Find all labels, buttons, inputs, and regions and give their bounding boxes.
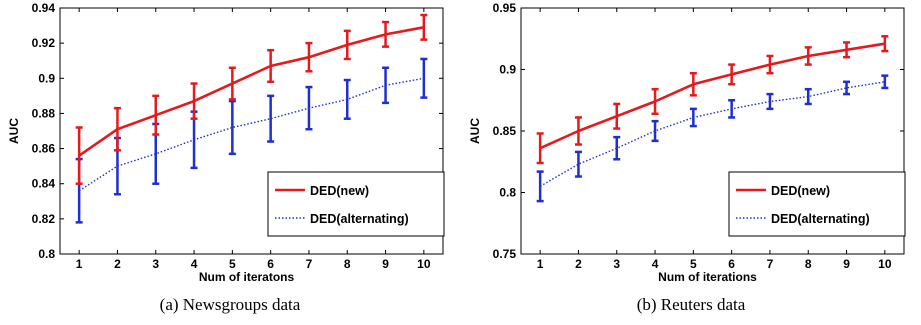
- y-tick-label: 0.75: [493, 247, 517, 261]
- legend-label: DED(alternating): [771, 212, 870, 226]
- x-tick-label: 8: [344, 257, 351, 271]
- x-tick-label: 3: [152, 257, 159, 271]
- x-tick-label: 7: [767, 257, 774, 271]
- y-tick-label: 0.85: [493, 124, 517, 138]
- x-tick-label: 1: [537, 257, 544, 271]
- y-tick-label: 0.95: [493, 1, 517, 15]
- x-tick-label: 4: [191, 257, 198, 271]
- x-tick-label: 6: [267, 257, 274, 271]
- series-line-alternating: [539, 81, 885, 187]
- series-line-alternating: [78, 77, 424, 192]
- legend-box: [728, 171, 906, 237]
- x-tick-label: 10: [417, 257, 431, 271]
- y-tick-label: 0.9: [499, 63, 516, 77]
- chart-reuters-svg: 1 2 3 4 5 6 7 8 9 10 0.75 0.8 0.85 0.9 0.95 Num of iter…: [468, 1, 906, 284]
- chart-panel-reuters: 1 2 3 4 5 6 7 8 9 10 0.75 0.8 0.85 0.9 0.95 Num of iter…: [461, 0, 921, 325]
- plot-area-frame: [59, 7, 444, 255]
- x-tick-label: 10: [878, 257, 892, 271]
- x-tick-label: 8: [805, 257, 812, 271]
- x-tick-label: 4: [652, 257, 659, 271]
- legend-label: DED(new): [771, 184, 830, 198]
- y-tick-label: 0.86: [32, 142, 56, 156]
- x-tick-label: 3: [613, 257, 620, 271]
- x-tick-label: 2: [114, 257, 121, 271]
- series-line-new: [539, 42, 886, 150]
- x-tick-label: 5: [229, 257, 236, 271]
- chart-caption: (a) Newsgroups data: [159, 295, 301, 314]
- x-axis-label: Num of iterations: [658, 270, 757, 284]
- legend-box: [267, 171, 445, 237]
- x-tick-label: 1: [76, 257, 83, 271]
- y-tick-label: 0.8: [38, 247, 55, 261]
- x-tick-label: 9: [382, 257, 389, 271]
- y-tick-label: 0.88: [32, 106, 56, 120]
- x-tick-label: 5: [690, 257, 697, 271]
- y-tick-label: 0.9: [38, 71, 55, 85]
- y-axis-label: AUC: [7, 118, 21, 144]
- chart-newsgroups-svg: 1 2 3 4 5 6 7 8 9 10 0.8 0.82 0.84 0.86 0.88 0.9 0.92 0.9…: [7, 1, 445, 284]
- y-tick-label: 0.92: [32, 36, 56, 50]
- legend-label: DED(new): [310, 184, 369, 198]
- x-axis-label: Num of iteratons: [199, 270, 295, 284]
- x-tick-label: 9: [843, 257, 850, 271]
- chart-panel-newsgroups: 1 2 3 4 5 6 7 8 9 10 0.8 0.82 0.84 0.86 0.88 0.9 0.92 0.9…: [0, 0, 460, 325]
- legend-label: DED(alternating): [310, 212, 409, 226]
- x-tick-label: 7: [306, 257, 313, 271]
- x-tick-label: 2: [575, 257, 582, 271]
- y-tick-label: 0.82: [32, 212, 56, 226]
- y-tick-label: 0.84: [32, 177, 56, 191]
- y-tick-label: 0.94: [32, 1, 56, 15]
- chart-caption: (b) Reuters data: [636, 295, 746, 314]
- x-tick-label: 6: [728, 257, 735, 271]
- series-line-new: [78, 26, 425, 157]
- y-axis-label: AUC: [468, 118, 482, 144]
- y-tick-label: 0.8: [499, 186, 516, 200]
